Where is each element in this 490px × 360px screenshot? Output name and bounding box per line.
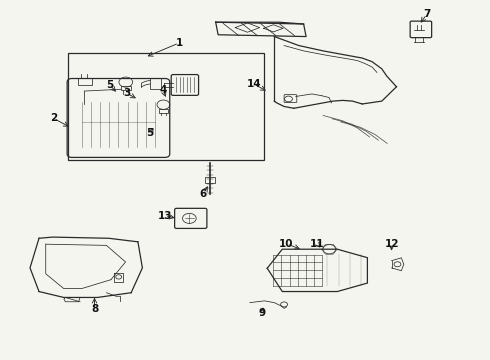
Bar	[205, 177, 215, 183]
Text: 9: 9	[259, 309, 266, 318]
Text: 5: 5	[106, 80, 114, 90]
Bar	[159, 109, 168, 113]
Text: 11: 11	[310, 239, 324, 249]
Bar	[150, 78, 161, 89]
Text: 7: 7	[423, 9, 430, 19]
Text: 13: 13	[158, 211, 172, 221]
Text: 1: 1	[175, 38, 183, 48]
Text: 5: 5	[147, 129, 154, 138]
Bar	[121, 86, 131, 90]
Text: 12: 12	[384, 239, 399, 249]
Text: 10: 10	[279, 239, 294, 249]
Text: 4: 4	[159, 85, 167, 95]
Text: 2: 2	[50, 113, 57, 123]
Text: 14: 14	[246, 79, 261, 89]
Text: 3: 3	[123, 88, 130, 98]
Bar	[78, 78, 92, 85]
Text: 8: 8	[91, 304, 98, 314]
Bar	[68, 53, 264, 160]
Text: 6: 6	[200, 189, 207, 199]
